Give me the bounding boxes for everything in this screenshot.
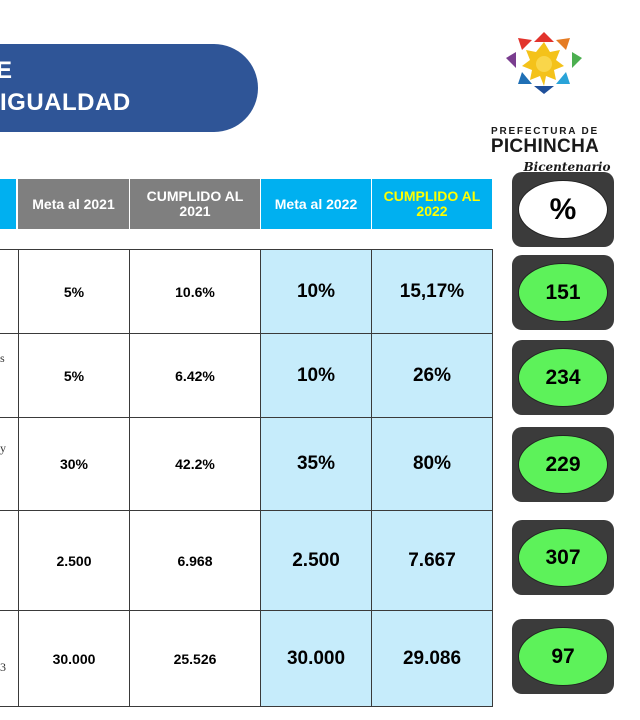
- percent-header: %: [518, 180, 608, 239]
- cell-cumplido-2021: 10.6%: [175, 283, 215, 300]
- percent-badge: 229: [512, 427, 614, 502]
- org-name-line-2: PICHINCHA: [490, 136, 600, 157]
- cell-cumplido-2022: 15,17%: [399, 280, 465, 302]
- cell-meta-2022: 10%: [296, 280, 336, 302]
- column-divider: [260, 249, 261, 707]
- row-divider: [0, 610, 492, 611]
- percent-value: 229: [518, 435, 608, 494]
- percent-value: 307: [518, 528, 608, 587]
- header-left-edge: [0, 179, 16, 229]
- row-label-fragment: y: [0, 441, 6, 455]
- sun-emblem-icon: [506, 32, 582, 94]
- column-divider: [371, 249, 372, 707]
- cell-meta-2021: 30%: [59, 456, 89, 472]
- title-line-2: IGUALDAD: [0, 89, 131, 116]
- cell-meta-2022: 35%: [296, 453, 336, 474]
- cell-meta-2021: 5%: [63, 367, 85, 384]
- cell-cumplido-2022: 80%: [412, 453, 452, 474]
- header-meta-2022: Meta al 2022: [261, 179, 371, 229]
- org-name-line-1: PREFECTURA DE: [490, 126, 600, 137]
- prefectura-logo: PREFECTURA DE PICHINCHA Bicentenario: [470, 28, 620, 174]
- row-divider: [0, 249, 492, 250]
- header-meta-2021: Meta al 2021: [18, 179, 129, 229]
- cell-meta-2022: 10%: [296, 364, 336, 386]
- percent-badge: 151: [512, 255, 614, 330]
- row-divider: [0, 706, 492, 707]
- cell-cumplido-2022: 26%: [412, 364, 452, 386]
- row-divider: [0, 417, 492, 418]
- cell-meta-2021: 5%: [63, 283, 85, 300]
- percent-badge: 97: [512, 619, 614, 694]
- title-line-1: E: [0, 57, 13, 84]
- column-divider: [18, 249, 19, 707]
- column-divider: [492, 249, 493, 707]
- cell-cumplido-2021: 6.968: [177, 552, 213, 569]
- cell-cumplido-2021: 6.42%: [175, 367, 215, 384]
- cell-meta-2021: 30.000: [52, 650, 96, 667]
- cell-meta-2022: 2.500: [292, 549, 340, 571]
- cell-meta-2022: 30.000: [286, 647, 346, 669]
- row-divider: [0, 333, 492, 334]
- org-tagline: Bicentenario: [523, 160, 611, 174]
- cell-meta-2021: 2.500: [56, 552, 92, 569]
- row-divider: [0, 510, 492, 511]
- column-divider: [129, 249, 130, 707]
- percent-badge: 234: [512, 340, 614, 415]
- percent-header-badge: %: [512, 172, 614, 247]
- percent-value: 97: [518, 627, 608, 686]
- header-cumplido-2021: CUMPLIDO AL 2021: [130, 179, 260, 229]
- row-label-fragment: 3: [0, 660, 6, 674]
- header-cumplido-2022: CUMPLIDO AL 2022: [372, 179, 492, 229]
- percent-value: 234: [518, 348, 608, 407]
- title-banner: E IGUALDAD: [0, 44, 258, 132]
- highlight-2022-columns: [261, 249, 492, 707]
- cell-cumplido-2021: 25.526: [173, 650, 217, 667]
- row-label-fragment: s: [0, 351, 5, 365]
- cell-cumplido-2022: 7.667: [408, 549, 456, 571]
- percent-value: 151: [518, 263, 608, 322]
- percent-badge: 307: [512, 520, 614, 595]
- cell-cumplido-2022: 29.086: [402, 647, 462, 669]
- cell-cumplido-2021: 42.2%: [175, 456, 215, 472]
